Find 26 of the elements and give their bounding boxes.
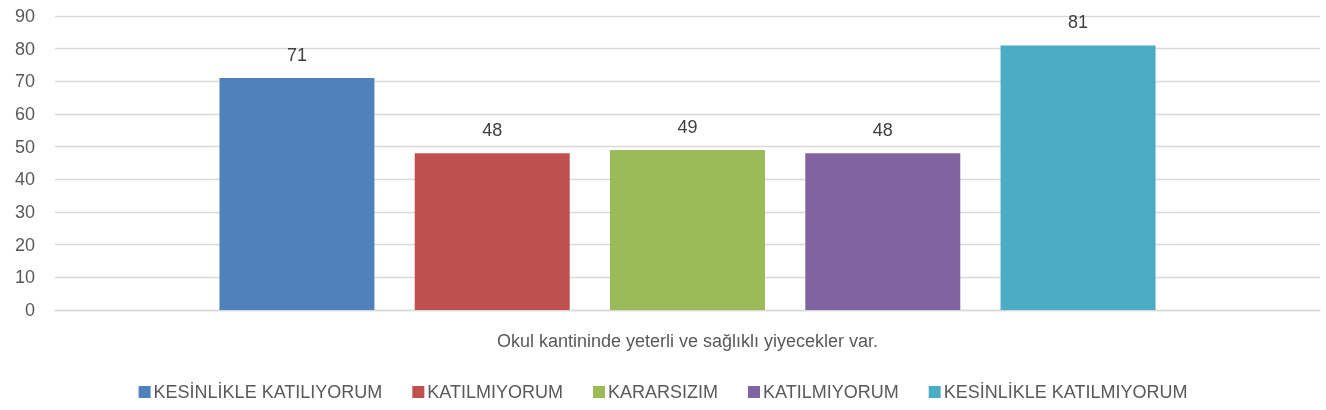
y-tick-label: 80 — [14, 38, 35, 59]
y-tick-label: 30 — [14, 202, 35, 222]
y-tick-label: 90 — [14, 6, 35, 26]
y-tick-label: 60 — [14, 104, 35, 124]
data-label: 48 — [872, 120, 893, 141]
y-tick-label: 40 — [14, 169, 35, 190]
legend-label: KATILMIYORUM — [763, 382, 899, 402]
legend-label: KESİNLİKLE KATILIYORUM — [153, 382, 383, 402]
bar — [610, 149, 765, 310]
y-tick-label: 50 — [14, 136, 35, 157]
data-label: 71 — [286, 45, 307, 66]
data-label: 81 — [1068, 12, 1089, 33]
y-tick-label: 0 — [24, 300, 35, 320]
y-tick-label: 70 — [14, 71, 35, 92]
y-tick-label: 10 — [14, 267, 35, 288]
bar — [219, 78, 375, 310]
data-label: 49 — [677, 116, 698, 137]
y-tick-label: 20 — [14, 234, 35, 255]
legend-label: KARARSIZIM — [608, 382, 719, 402]
legend-label: KESİNLİKLE KATILMIYORUM — [943, 382, 1188, 402]
bar — [805, 153, 961, 310]
data-label: 48 — [482, 120, 503, 141]
bar — [414, 153, 570, 310]
legend-label: KATILMIYORUM — [427, 382, 564, 402]
bar — [1000, 45, 1156, 310]
x-tick-label: Okul kantininde yeterli ve sağlıklı yiyecekler var. — [496, 331, 879, 351]
